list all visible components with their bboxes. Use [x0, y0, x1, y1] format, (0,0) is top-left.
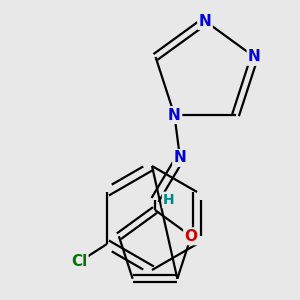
Text: O: O	[184, 229, 198, 244]
Text: H: H	[163, 193, 175, 207]
Text: N: N	[168, 108, 181, 123]
Text: N: N	[248, 50, 261, 64]
Text: Cl: Cl	[71, 254, 87, 269]
Text: N: N	[199, 14, 212, 28]
Text: N: N	[174, 151, 186, 166]
